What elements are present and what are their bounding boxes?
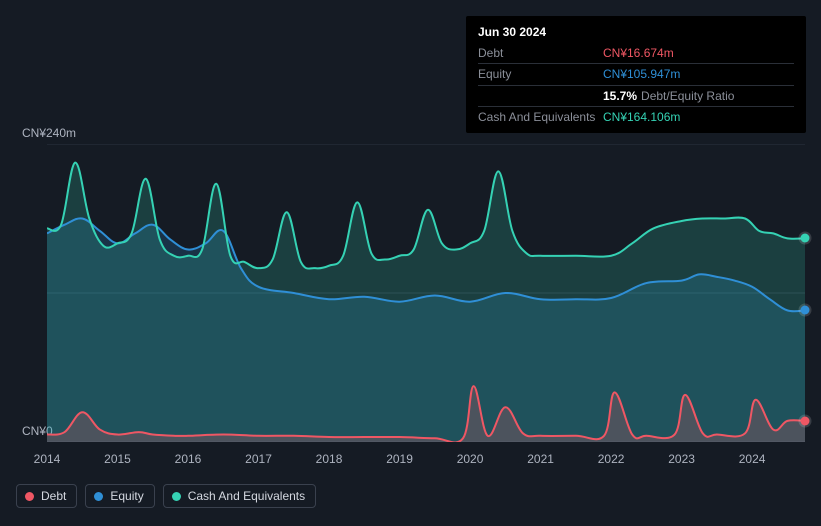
tooltip-row-value: CN¥164.106m bbox=[603, 109, 680, 125]
chart-legend: Debt Equity Cash And Equivalents bbox=[16, 484, 316, 508]
tooltip-row-label: Debt bbox=[478, 45, 603, 61]
legend-item-debt[interactable]: Debt bbox=[16, 484, 77, 508]
legend-item-equity[interactable]: Equity bbox=[85, 484, 154, 508]
x-axis-tick-label: 2015 bbox=[104, 452, 131, 466]
tooltip-row: DebtCN¥16.674m bbox=[478, 43, 794, 63]
series-area-cash bbox=[47, 163, 805, 442]
x-axis-tick-label: 2019 bbox=[386, 452, 413, 466]
legend-item-label: Cash And Equivalents bbox=[188, 489, 305, 503]
tooltip-date: Jun 30 2024 bbox=[478, 24, 794, 40]
x-axis-tick-label: 2017 bbox=[245, 452, 272, 466]
tooltip-ratio-pct: 15.7% bbox=[603, 89, 637, 103]
tooltip-row-label bbox=[478, 88, 603, 104]
tooltip-row: 15.7% Debt/Equity Ratio bbox=[478, 85, 794, 106]
x-axis-tick-label: 2020 bbox=[457, 452, 484, 466]
x-axis-tick-label: 2021 bbox=[527, 452, 554, 466]
tooltip-rows: DebtCN¥16.674mEquityCN¥105.947m15.7%Debt… bbox=[478, 43, 794, 127]
x-axis-tick-label: 2014 bbox=[34, 452, 61, 466]
end-marker-cash bbox=[801, 234, 810, 243]
legend-dot-icon bbox=[25, 492, 34, 501]
tooltip-row-value: 15.7% Debt/Equity Ratio bbox=[603, 88, 734, 104]
legend-dot-icon bbox=[172, 492, 181, 501]
legend-item-label: Equity bbox=[110, 489, 143, 503]
chart-plot bbox=[47, 144, 805, 442]
legend-dot-icon bbox=[94, 492, 103, 501]
x-axis-tick-label: 2023 bbox=[668, 452, 695, 466]
tooltip-row-label: Equity bbox=[478, 66, 603, 82]
tooltip-row: EquityCN¥105.947m bbox=[478, 63, 794, 84]
tooltip-row-value: CN¥105.947m bbox=[603, 66, 680, 82]
tooltip-ratio-label: Debt/Equity Ratio bbox=[641, 89, 734, 103]
x-axis-tick-label: 2024 bbox=[739, 452, 766, 466]
tooltip-row-label: Cash And Equivalents bbox=[478, 109, 603, 125]
tooltip-row: Cash And EquivalentsCN¥164.106m bbox=[478, 106, 794, 127]
legend-item-cash[interactable]: Cash And Equivalents bbox=[163, 484, 316, 508]
end-marker-equity bbox=[801, 306, 810, 315]
chart-tooltip: Jun 30 2024 DebtCN¥16.674mEquityCN¥105.9… bbox=[466, 16, 806, 133]
y-axis-label-max: CN¥240m bbox=[22, 126, 76, 140]
tooltip-row-value: CN¥16.674m bbox=[603, 45, 674, 61]
legend-item-label: Debt bbox=[41, 489, 66, 503]
chart-series-group bbox=[47, 163, 805, 442]
end-marker-debt bbox=[801, 416, 810, 425]
x-axis-tick-label: 2022 bbox=[598, 452, 625, 466]
x-axis-tick-label: 2016 bbox=[175, 452, 202, 466]
x-axis-tick-label: 2018 bbox=[316, 452, 343, 466]
